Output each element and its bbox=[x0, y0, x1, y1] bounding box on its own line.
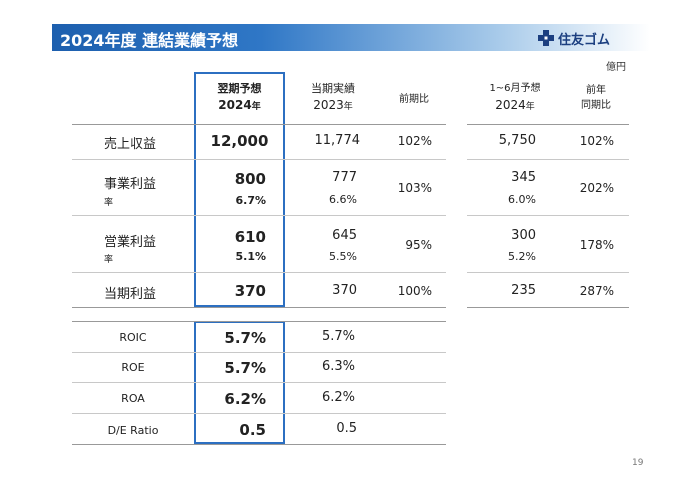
row-label-net-profit: 当期利益 bbox=[104, 287, 157, 302]
sales-h1-yoy: 102% bbox=[579, 134, 614, 148]
roa-forecast: 6.2% bbox=[224, 390, 266, 408]
header-forecast-year: 2024 bbox=[218, 98, 252, 112]
header-forecast-year-suffix: 年 bbox=[251, 102, 261, 112]
logo-mark-icon bbox=[538, 30, 554, 46]
header-h1-yoy: 前年 同期比 bbox=[566, 83, 626, 113]
sales-h1: 5,750 bbox=[498, 133, 536, 148]
roic-actual: 5.7% bbox=[321, 329, 355, 344]
net-profit-actual: 370 bbox=[332, 283, 357, 298]
business-profit-yoy: 103% bbox=[397, 181, 432, 195]
business-profit-h1: 345 bbox=[511, 170, 536, 185]
header-actual-line1: 当期実績 bbox=[311, 82, 355, 95]
header-actual: 当期実績 2023年 bbox=[288, 80, 378, 116]
row-label-business-profit: 事業利益 bbox=[104, 177, 157, 192]
business-profit-forecast-rate: 6.7% bbox=[235, 194, 266, 207]
header-yoy: 前期比 bbox=[382, 92, 446, 107]
header-actual-year-suffix: 年 bbox=[343, 102, 353, 112]
ratio-label-roa: ROA bbox=[121, 392, 145, 405]
sales-forecast: 12,000 bbox=[210, 132, 269, 150]
business-profit-forecast: 800 bbox=[234, 170, 266, 188]
business-profit-h1-rate: 6.0% bbox=[508, 193, 536, 206]
operating-profit-actual: 645 bbox=[332, 228, 357, 243]
header-h1-year: 2024 bbox=[495, 98, 526, 112]
ratio-row-divider bbox=[72, 352, 446, 353]
operating-profit-actual-rate: 5.5% bbox=[329, 250, 357, 263]
row-divider bbox=[467, 159, 629, 160]
operating-profit-forecast-rate: 5.1% bbox=[235, 250, 266, 263]
row-divider bbox=[72, 124, 446, 125]
header-h1-year-suffix: 年 bbox=[525, 102, 535, 112]
row-divider bbox=[467, 215, 629, 216]
ratio-row-divider bbox=[72, 444, 446, 445]
roic-forecast: 5.7% bbox=[224, 329, 266, 347]
company-logo: 住友ゴム bbox=[538, 29, 611, 48]
ratio-row-divider bbox=[72, 413, 446, 414]
roa-actual: 6.2% bbox=[321, 390, 355, 405]
row-label-operating-profit: 営業利益 bbox=[104, 235, 157, 250]
header-h1-line1: 1~6月予想 bbox=[489, 83, 541, 94]
ratio-row-divider bbox=[72, 382, 446, 383]
header-forecast: 翌期予想 2024年 bbox=[194, 80, 285, 116]
ratio-row-divider bbox=[72, 321, 446, 322]
header-h1: 1~6月予想 2024年 bbox=[467, 80, 563, 116]
business-profit-h1-yoy: 202% bbox=[579, 181, 614, 195]
ratio-label-roe: ROE bbox=[121, 361, 145, 374]
operating-profit-yoy: 95% bbox=[405, 238, 432, 252]
net-profit-h1: 235 bbox=[511, 283, 536, 298]
roe-forecast: 5.7% bbox=[224, 359, 266, 377]
net-profit-forecast: 370 bbox=[234, 282, 266, 300]
de-forecast: 0.5 bbox=[239, 421, 266, 439]
de-actual: 0.5 bbox=[336, 421, 357, 436]
header-forecast-line1: 翌期予想 bbox=[217, 82, 262, 95]
header-actual-year: 2023 bbox=[313, 98, 344, 112]
header-h1-yoy-line1: 前年 bbox=[586, 85, 606, 96]
sales-actual: 11,774 bbox=[314, 133, 361, 148]
row-label-sales: 売上収益 bbox=[104, 137, 157, 152]
page-title: 2024年度 連結業績予想 bbox=[60, 31, 239, 50]
page-number: 19 bbox=[632, 458, 644, 468]
net-profit-h1-yoy: 287% bbox=[579, 284, 614, 298]
row-divider bbox=[72, 215, 446, 216]
header-h1-yoy-line2: 同期比 bbox=[581, 100, 611, 111]
row-divider bbox=[72, 307, 446, 308]
sales-yoy: 102% bbox=[397, 134, 432, 148]
row-divider bbox=[467, 124, 629, 125]
ratio-label-de: D/E Ratio bbox=[107, 424, 159, 437]
row-divider bbox=[72, 272, 446, 273]
header-yoy-line1: 前期比 bbox=[399, 94, 429, 105]
row-divider bbox=[467, 272, 629, 273]
logo-text: 住友ゴム bbox=[558, 32, 611, 48]
operating-profit-h1-yoy: 178% bbox=[579, 238, 614, 252]
unit-label: 億円 bbox=[606, 62, 626, 73]
business-profit-actual-rate: 6.6% bbox=[329, 193, 357, 206]
roe-actual: 6.3% bbox=[321, 359, 355, 374]
forecast-highlight-box bbox=[194, 72, 285, 307]
business-profit-actual: 777 bbox=[332, 170, 357, 185]
business-profit-rate-label: 率 bbox=[104, 198, 114, 208]
operating-profit-h1-rate: 5.2% bbox=[508, 250, 536, 263]
ratio-label-roic: ROIC bbox=[119, 331, 147, 344]
row-divider bbox=[72, 159, 446, 160]
operating-profit-rate-label: 率 bbox=[104, 255, 114, 265]
row-divider bbox=[467, 307, 629, 308]
operating-profit-h1: 300 bbox=[511, 228, 536, 243]
operating-profit-forecast: 610 bbox=[234, 228, 266, 246]
net-profit-yoy: 100% bbox=[397, 284, 432, 298]
